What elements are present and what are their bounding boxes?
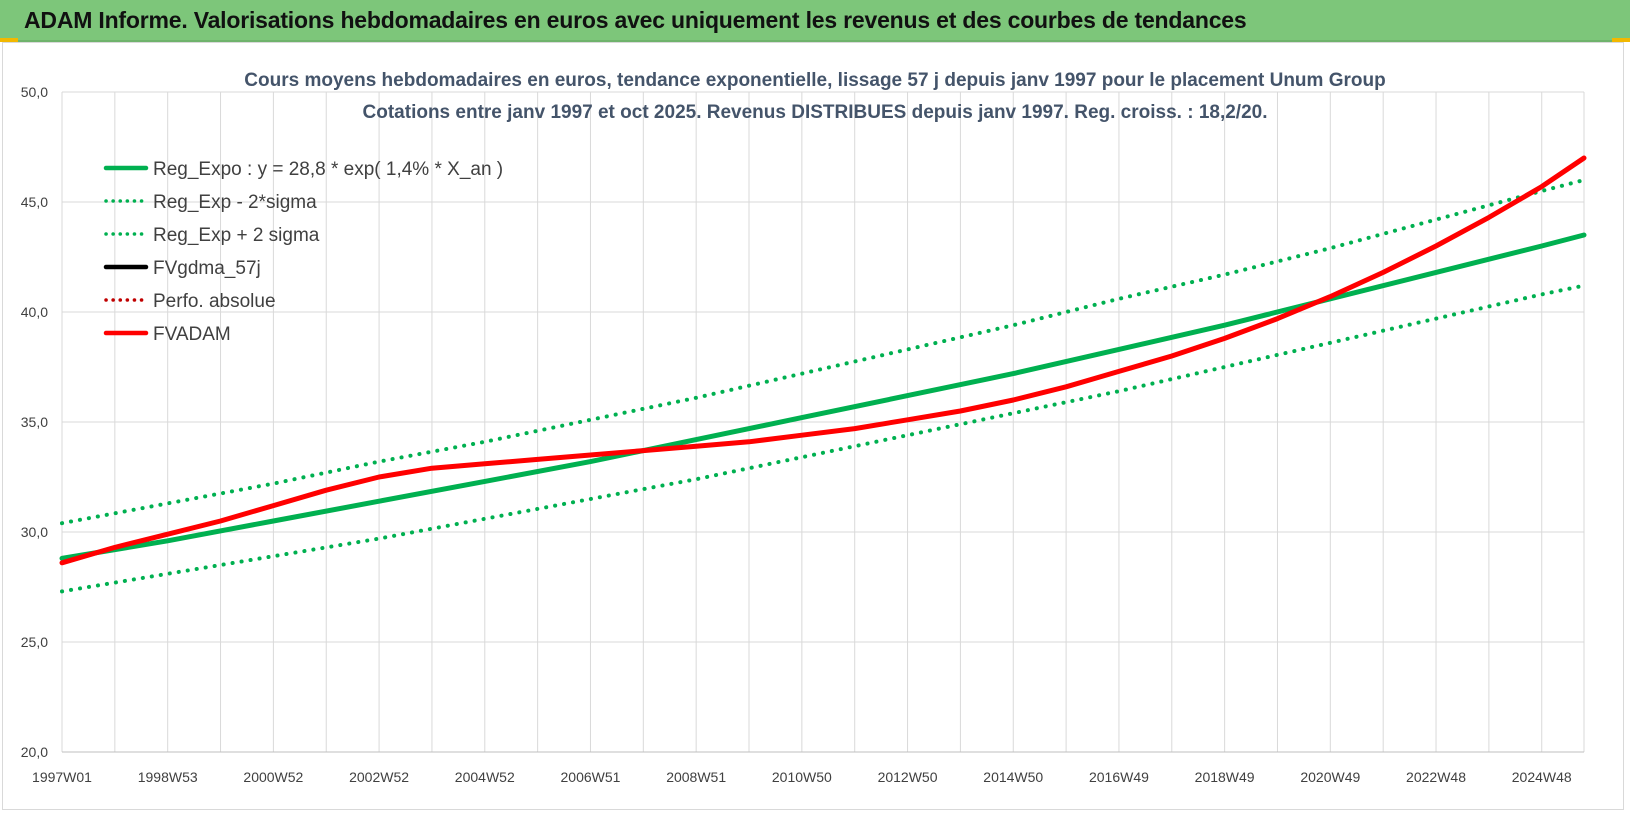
legend-label: Reg_Exp + 2 sigma: [153, 225, 320, 246]
x-tick-label: 2010W50: [772, 769, 832, 785]
x-tick-label: 2008W51: [666, 769, 726, 785]
chart-area: [2, 42, 1624, 810]
x-tick-label: 2016W49: [1089, 769, 1149, 785]
legend-label: FVADAM: [153, 324, 231, 345]
x-tick-label: 2020W49: [1300, 769, 1360, 785]
y-tick-label: 30,0: [21, 524, 48, 540]
series-reg-exp-2-sigma: [60, 178, 1586, 526]
y-tick-label: 45,0: [21, 194, 48, 210]
corner-mark-right: [1612, 38, 1630, 42]
legend-label: FVgdma_57j: [153, 258, 261, 279]
header-bar: ADAM Informe. Valorisations hebdomadaire…: [0, 0, 1630, 42]
series-reg-expo-y-28-8-exp-1-4-x-an: [59, 232, 1587, 561]
legend-label: Reg_Expo : y = 28,8 * exp( 1,4% * X_an ): [153, 159, 503, 180]
y-tick-label: 50,0: [21, 84, 48, 100]
chart-title-line-2: Cotations entre janv 1997 et oct 2025. R…: [363, 102, 1268, 123]
y-tick-label: 40,0: [21, 304, 48, 320]
x-tick-label: 2018W49: [1195, 769, 1255, 785]
series-fvadam: [59, 155, 1587, 566]
series-reg-exp-2-sigma: [60, 283, 1586, 594]
x-tick-label: 2006W51: [561, 769, 621, 785]
grid: [61, 91, 1585, 753]
series-layer: [59, 155, 1587, 594]
corner-mark-left: [0, 38, 18, 42]
x-tick-label: 2022W48: [1406, 769, 1466, 785]
y-tick-label: 25,0: [21, 634, 48, 650]
legend-label: Perfo. absolue: [153, 291, 276, 312]
x-tick-label: 2014W50: [983, 769, 1043, 785]
x-tick-label: 2004W52: [455, 769, 515, 785]
x-tick-label: 2000W52: [243, 769, 303, 785]
chart-title-line-1: Cours moyens hebdomadaires en euros, ten…: [244, 70, 1385, 91]
legend-label: Reg_Exp - 2*sigma: [153, 192, 317, 213]
x-tick-label: 2002W52: [349, 769, 409, 785]
y-tick-label: 35,0: [21, 414, 48, 430]
page-title: ADAM Informe. Valorisations hebdomadaire…: [24, 7, 1247, 33]
y-tick-label: 20,0: [21, 744, 48, 760]
x-tick-label: 2024W48: [1512, 769, 1572, 785]
axes: 20,0 25,0 30,0 35,0 40,0 45,0 50,0 1997W01 1998W…: [21, 84, 1584, 785]
chart-title: Cours moyens hebdomadaires en euros, ten…: [244, 70, 1385, 123]
x-tick-label: 2012W50: [878, 769, 938, 785]
legend: Reg_Expo : y = 28,8 * exp( 1,4% * X_an )…: [103, 159, 503, 345]
x-tick-label: 1997W01: [32, 769, 92, 785]
x-tick-label: 1998W53: [138, 769, 198, 785]
